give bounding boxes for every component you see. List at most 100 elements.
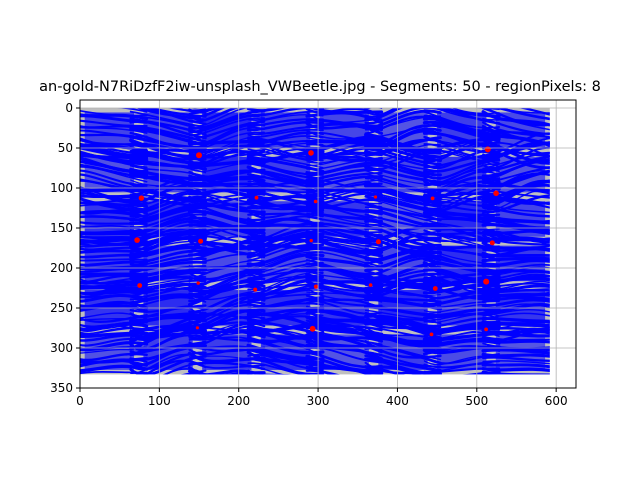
- region-marker: [484, 327, 488, 332]
- segment-streamline: [306, 234, 383, 250]
- region-marker: [484, 146, 491, 153]
- segment-streamline: [481, 155, 550, 174]
- segment-streamline: [364, 109, 442, 129]
- segment-streamline: [80, 159, 149, 177]
- segment-streamline: [481, 367, 550, 373]
- segment-streamline: [481, 145, 550, 165]
- segment-streamline: [80, 327, 148, 335]
- segment-streamline: [305, 164, 383, 178]
- segment-streamline: [80, 249, 149, 254]
- segment-streamline: [129, 316, 207, 336]
- segment-streamline: [80, 258, 148, 262]
- segment-streamline: [129, 157, 208, 171]
- segment-streamline: [364, 269, 442, 283]
- segment-streamline: [482, 229, 550, 235]
- segment-streamline: [147, 108, 207, 118]
- y-tick-label: 100: [50, 181, 73, 195]
- y-axis: 0 50 100 150 200 250 300 350: [50, 101, 80, 395]
- segment-streamline: [364, 247, 442, 265]
- segment-streamline: [246, 121, 325, 132]
- segment-streamline: [481, 258, 550, 268]
- segment-streamline: [423, 168, 500, 187]
- region-marker: [489, 240, 495, 246]
- region-marker: [253, 287, 258, 292]
- segment-streamline: [247, 302, 324, 313]
- segment-streamline: [305, 142, 383, 157]
- region-marker: [198, 238, 204, 244]
- segment-streamline: [481, 298, 550, 307]
- segment-streamline: [188, 203, 266, 222]
- region-marker: [134, 237, 140, 243]
- segment-streamline: [129, 340, 207, 357]
- segment-streamline: [481, 179, 550, 204]
- segment-streamline: [482, 276, 550, 286]
- segment-streamline: [188, 300, 266, 321]
- segment-streamline: [482, 230, 550, 237]
- segment-streamline: [364, 365, 422, 375]
- segment-streamline: [246, 169, 325, 188]
- segment-streamline: [364, 257, 442, 276]
- segment-streamline: [248, 98, 323, 105]
- segment-streamline: [423, 203, 501, 213]
- y-tick-label: 300: [50, 341, 73, 355]
- segment-region: [481, 132, 550, 214]
- segment-streamline: [80, 317, 148, 321]
- segment-streamline: [364, 202, 442, 222]
- segment-streamline: [247, 148, 324, 165]
- segment-streamline: [363, 184, 443, 204]
- segment-streamline: [247, 212, 324, 218]
- segment-streamline: [80, 195, 148, 201]
- region-marker: [138, 195, 145, 201]
- segment-streamline: [482, 273, 550, 283]
- segment-streamline: [246, 194, 325, 204]
- segment-streamline: [364, 108, 442, 125]
- segment-streamline: [129, 245, 208, 259]
- segment-streamline: [305, 276, 383, 289]
- segment-streamline: [80, 152, 148, 169]
- segment-streamline: [129, 205, 208, 225]
- segment-streamline: [188, 108, 221, 115]
- segment-streamline: [129, 135, 207, 150]
- segment-streamline: [481, 236, 550, 244]
- segment-streamline: [305, 122, 384, 135]
- segment-streamline: [80, 348, 148, 354]
- segment-streamline: [305, 365, 372, 375]
- segment-streamline: [481, 172, 550, 196]
- segment-streamline: [306, 179, 383, 194]
- segment-streamline: [305, 230, 383, 247]
- segment-streamline: [305, 369, 340, 375]
- segment-streamline: [422, 274, 501, 286]
- segment-streamline: [483, 94, 558, 109]
- segment-streamline: [247, 181, 324, 189]
- segment-streamline: [117, 108, 148, 113]
- segment-streamline: [482, 195, 550, 206]
- segment-streamline: [481, 292, 550, 300]
- segment-streamline: [188, 221, 266, 239]
- segment-streamline: [188, 108, 265, 127]
- segment-streamline: [247, 140, 325, 159]
- segment-streamline: [129, 225, 207, 237]
- segment-streamline: [247, 285, 325, 296]
- segment-streamline: [138, 108, 149, 110]
- segment-streamline: [129, 283, 207, 294]
- region-marker: [373, 195, 378, 199]
- segment-streamline: [187, 177, 266, 196]
- segment-streamline: [422, 306, 501, 317]
- region-marker: [493, 190, 499, 197]
- segment-streamline: [481, 256, 550, 263]
- region-marker: [429, 332, 434, 337]
- segment-streamline: [481, 338, 550, 344]
- segment-region: [481, 317, 550, 375]
- segment-streamline: [481, 331, 550, 338]
- segment-streamline: [80, 231, 149, 236]
- segment-streamline: [129, 188, 207, 207]
- segment-streamline: [481, 110, 550, 127]
- y-tick-label: 150: [50, 221, 73, 235]
- segment-region: [481, 229, 550, 294]
- segment-streamline: [364, 206, 442, 225]
- y-tick-label: 200: [50, 261, 73, 275]
- segment-streamline: [188, 235, 265, 246]
- segment-streamline: [167, 108, 207, 112]
- x-tick-label: 100: [148, 394, 171, 408]
- region-marker: [196, 281, 200, 285]
